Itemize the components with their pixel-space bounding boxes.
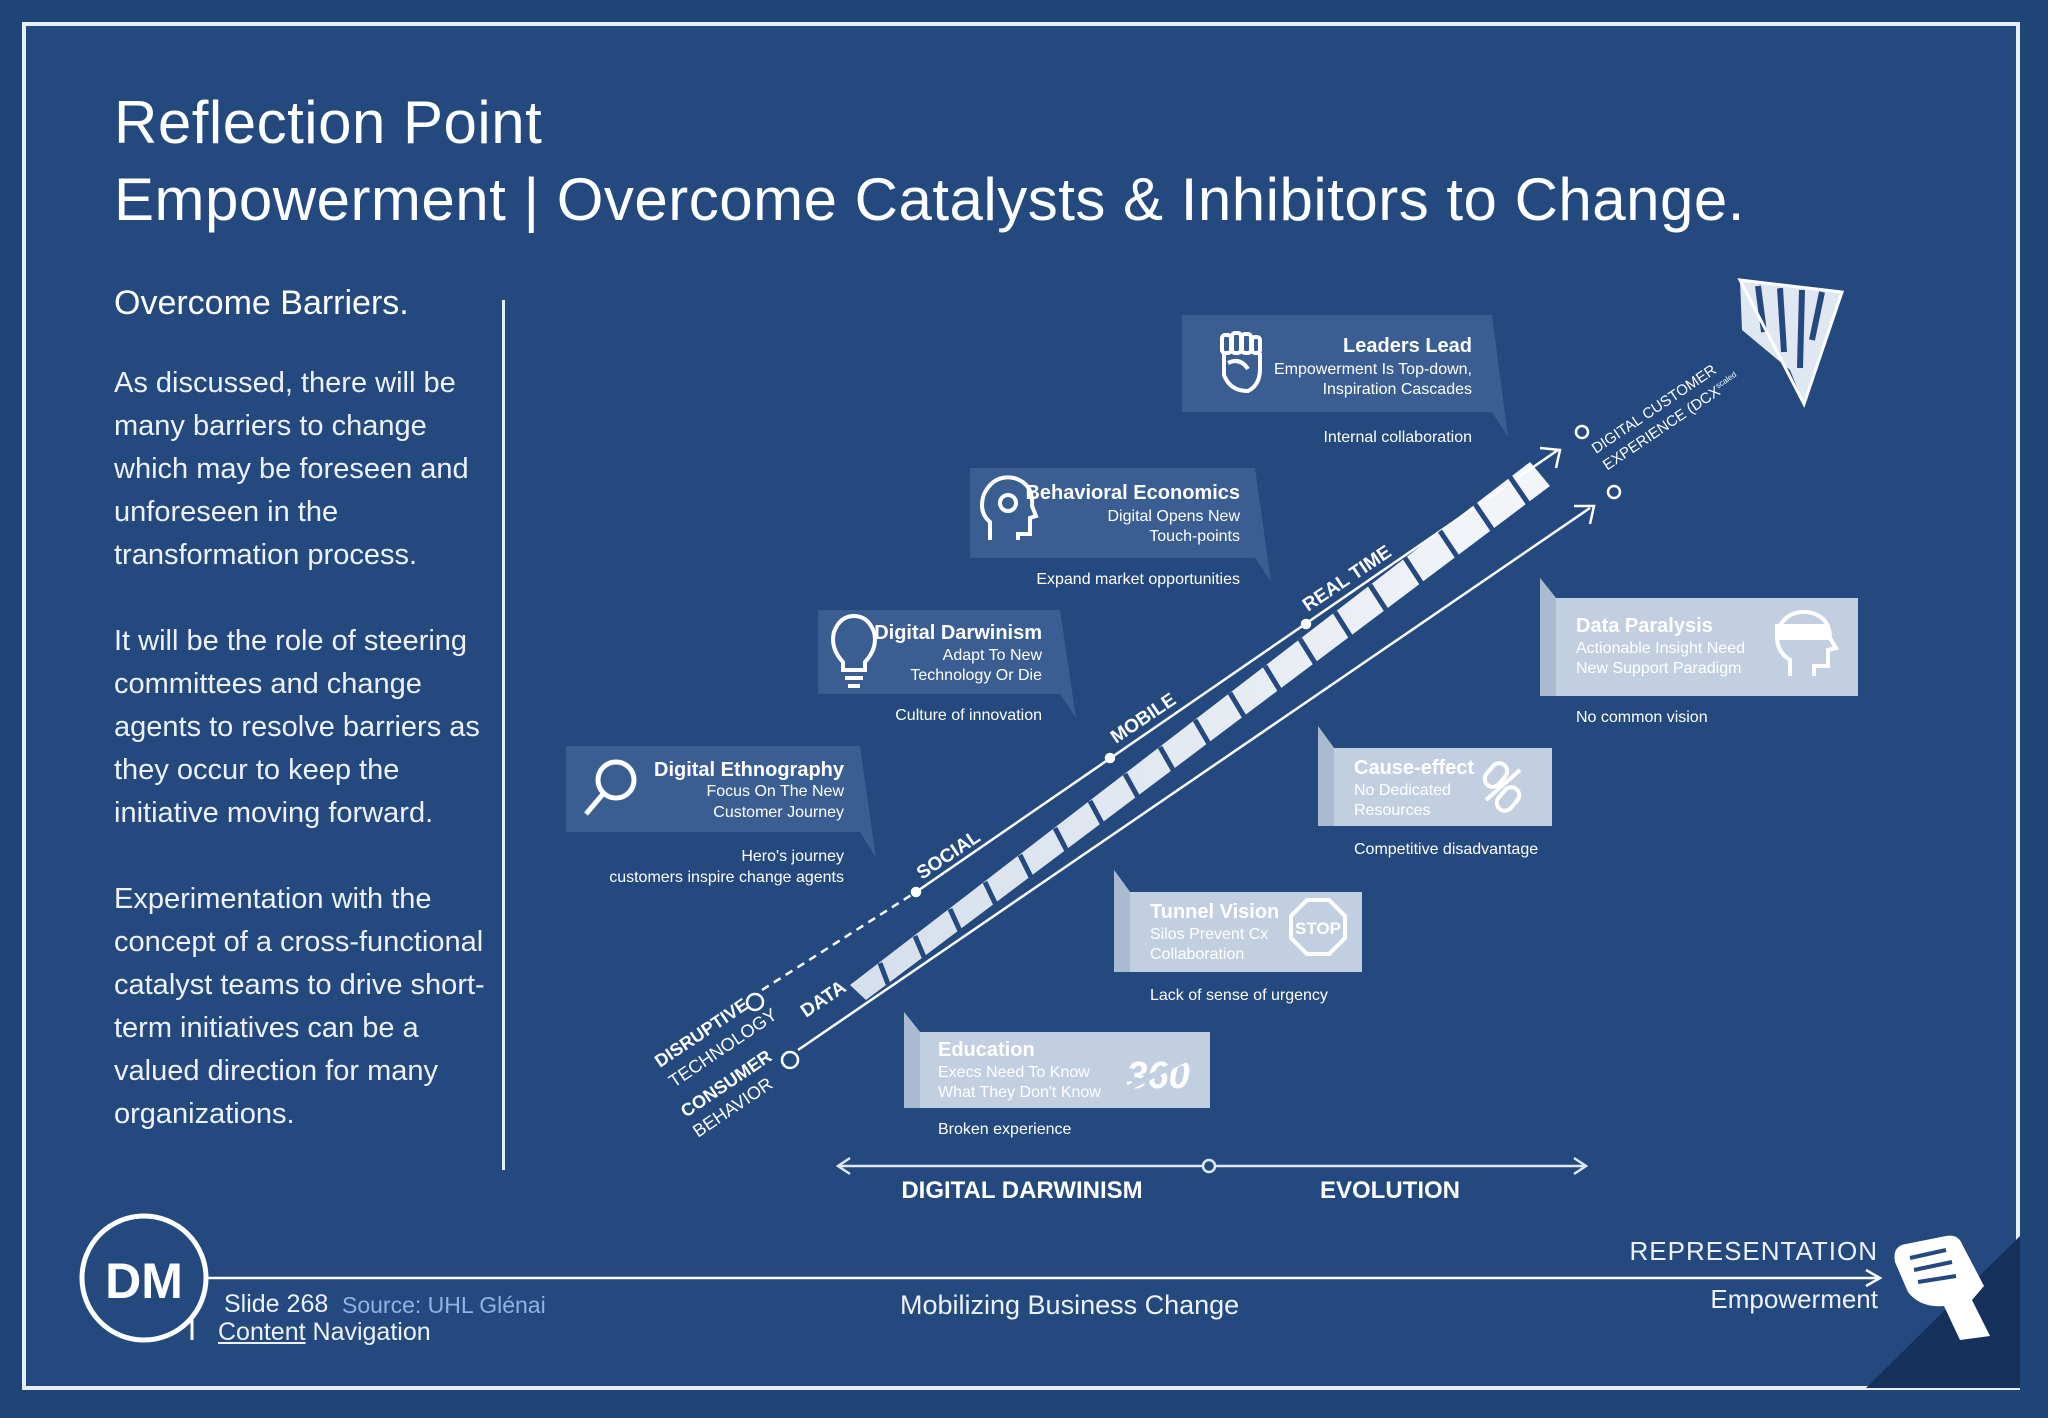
timeline-digital-darwinism: DIGITAL DARWINISM [901, 1177, 1142, 1204]
slide-frame [22, 22, 2020, 1390]
left-paragraph-1: As discussed, there will be many barrier… [114, 367, 469, 571]
dcx-label: DIGITAL CUSTOMER EXPERIENCE (DCXscaled [1589, 361, 1738, 474]
catalyst-digital-ethnography: Digital Ethnography Focus On The New Cus… [566, 746, 876, 886]
catalyst-caption: Hero's journey [741, 848, 844, 865]
inhibitor-line: What They Don't Know [938, 1084, 1101, 1101]
dm-logo: DM [79, 1213, 209, 1343]
catalyst-line: Customer Journey [713, 804, 844, 821]
inhibitor-data-paralysis: Data Paralysis Actionable Insight Need N… [1540, 578, 1858, 726]
lower-track [780, 504, 1596, 1070]
source-credit: Source: UHL Glénai [342, 1292, 546, 1318]
catalyst-title: Digital Ethnography [654, 759, 845, 781]
catalyst-title: Digital Darwinism [874, 622, 1042, 644]
stage-social: SOCIAL [913, 826, 985, 884]
inhibitor-tunnel-vision: Tunnel Vision Silos Prevent Cx Collabora… [1114, 870, 1362, 1004]
catalyst-title: Leaders Lead [1343, 335, 1472, 357]
slide-title: Reflection Point [114, 89, 543, 156]
footer-empowerment: Empowerment [1710, 1284, 1878, 1314]
catalyst-line: Digital Opens New [1108, 508, 1241, 525]
catalyst-caption: Culture of innovation [895, 707, 1042, 724]
timeline [835, 1156, 1589, 1176]
footer-center-title: Mobilizing Business Change [900, 1290, 1240, 1320]
inhibitor-line: Execs Need To Know [938, 1064, 1090, 1081]
mobile-node [1104, 752, 1116, 764]
catalyst-caption: Expand market opportunities [1036, 571, 1240, 588]
lightbulb-icon [831, 613, 877, 688]
catalyst-caption: customers inspire change agents [609, 869, 844, 886]
inhibitor-line: New Support Paradigm [1576, 660, 1741, 677]
inhibitor-title: Data Paralysis [1576, 615, 1713, 637]
twisted-ribbon [850, 462, 1550, 1000]
left-heading: Overcome Barriers. [114, 284, 409, 322]
stop-sign-icon: STOP [1289, 898, 1347, 956]
stage-data: DATA [797, 977, 850, 1022]
catalyst-title: Behavioral Economics [1025, 482, 1240, 504]
left-paragraph-2: It will be the role of steering committe… [114, 625, 480, 829]
inhibitor-line: Silos Prevent Cx [1150, 926, 1268, 943]
inhibitor-education: Education Execs Need To Know What They D… [904, 1012, 1210, 1138]
timeline-evolution: EVOLUTION [1320, 1177, 1460, 1204]
inhibitor-caption: Broken experience [938, 1121, 1072, 1138]
logo-text: DM [105, 1253, 183, 1309]
inhibitor-line: No Dedicated [1354, 782, 1451, 799]
slide-number: Slide 268 [224, 1290, 329, 1318]
inhibitor-cause-effect: Cause-effect No Dedicated Resources Comp… [1318, 726, 1552, 858]
navigation-text: Navigation [305, 1318, 431, 1346]
inhibitor-caption: Lack of sense of urgency [1150, 987, 1328, 1004]
inhibitor-caption: Competitive disadvantage [1354, 841, 1538, 858]
inhibitor-caption: No common vision [1576, 709, 1708, 726]
head-gear-icon [980, 475, 1039, 540]
360-icon: 360 [1122, 1053, 1194, 1097]
catalyst-leaders-lead: Leaders Lead Empowerment Is Top-down, In… [1182, 315, 1508, 446]
inhibitor-line: Actionable Insight Need [1576, 640, 1745, 657]
content-navigation-link[interactable]: Content Navigation [218, 1318, 431, 1347]
blindfold-head-icon [1775, 609, 1840, 676]
dcx-node-lower [1606, 484, 1622, 500]
growth-arrow-head [1737, 278, 1845, 408]
inhibitor-line: Resources [1354, 802, 1430, 819]
inhibitor-title: Cause-effect [1354, 757, 1474, 779]
left-paragraph-3: Experimentation with the concept of a cr… [114, 883, 485, 1130]
divider-line [502, 300, 505, 1170]
catalyst-line: Adapt To New [943, 647, 1043, 664]
raised-fist-icon [1894, 1235, 1990, 1340]
inhibitor-title: Education [938, 1039, 1035, 1061]
content-link[interactable]: Content [218, 1318, 306, 1346]
dcx-node-upper [1574, 424, 1590, 440]
realtime-node [1300, 618, 1312, 630]
broken-link-icon [1482, 761, 1522, 813]
catalyst-line: Inspiration Cascades [1323, 381, 1472, 398]
catalyst-line: Empowerment Is Top-down, [1274, 361, 1472, 378]
catalyst-caption: Internal collaboration [1323, 429, 1472, 446]
inhibitor-line: Collaboration [1150, 946, 1244, 963]
catalyst-line: Technology Or Die [910, 667, 1042, 684]
inhibitor-title: Tunnel Vision [1150, 901, 1279, 923]
footer-representation: REPRESENTATION [1629, 1236, 1878, 1266]
slide-subtitle: Empowerment | Overcome Catalysts & Inhib… [114, 166, 1745, 233]
catalyst-line: Focus On The New [706, 783, 844, 800]
catalyst-line: Touch-points [1149, 528, 1240, 545]
stop-label: STOP [1295, 919, 1341, 938]
catalyst-behavioral-economics: Behavioral Economics Digital Opens New T… [970, 468, 1271, 588]
magnifier-icon [584, 759, 637, 816]
social-node [910, 886, 922, 898]
corner-fist-emblem [1866, 1235, 2020, 1388]
catalyst-digital-darwinism: Digital Darwinism Adapt To New Technolog… [818, 610, 1076, 724]
fist-icon [1220, 331, 1262, 394]
